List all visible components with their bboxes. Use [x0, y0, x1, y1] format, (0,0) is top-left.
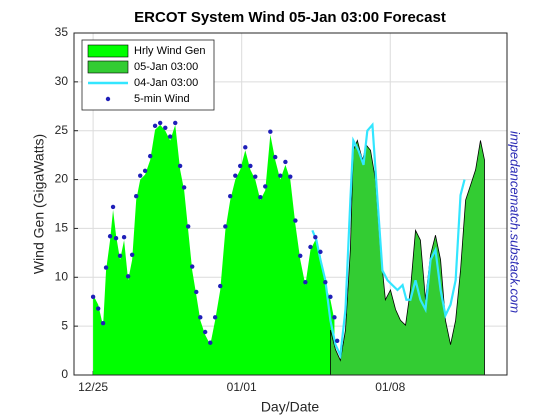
- dot: [167, 134, 173, 139]
- dot: [208, 340, 213, 345]
- dot: [313, 235, 318, 240]
- dot: [103, 265, 109, 270]
- dot: [152, 123, 158, 129]
- dot: [212, 315, 218, 320]
- axes-box: [73, 32, 508, 376]
- y-tick-label: 20: [55, 172, 69, 186]
- dot: [194, 289, 199, 295]
- dot: [248, 163, 253, 169]
- legend-swatch: [105, 96, 111, 102]
- dot: [185, 224, 191, 229]
- dot: [163, 125, 168, 130]
- dot: [288, 174, 293, 179]
- dot: [328, 294, 333, 300]
- dot: [157, 120, 163, 126]
- y-tick-label: 25: [55, 123, 69, 137]
- dot: [223, 224, 228, 229]
- y-tick-label: 15: [55, 221, 69, 235]
- dot: [323, 279, 328, 285]
- dot: [117, 253, 123, 258]
- dot: [181, 185, 187, 190]
- legend-label: 05-Jan 03:00: [134, 61, 198, 73]
- dot: [253, 174, 258, 179]
- chart-title: ERCOT System Wind 05-Jan 03:00 Forecast: [134, 9, 446, 26]
- dot: [268, 129, 273, 134]
- dot: [177, 163, 183, 169]
- annotation: impedancematch.substack.com: [508, 131, 523, 313]
- y-tick-label: 35: [55, 25, 69, 39]
- dot: [293, 218, 298, 223]
- dot: [110, 204, 116, 210]
- y-axis-label: Wind Gen (GigaWatts): [31, 134, 47, 274]
- x-tick-label: 01/01: [227, 380, 257, 394]
- dot: [243, 145, 248, 150]
- dot: [95, 306, 101, 311]
- dot: [303, 279, 308, 285]
- x-tick-label: 01/08: [375, 380, 405, 394]
- dot: [263, 184, 268, 189]
- y-tick-label: 10: [55, 269, 69, 283]
- dot: [107, 234, 113, 239]
- dot: [121, 235, 127, 240]
- dot: [318, 249, 323, 255]
- x-axis-label: Day/Date: [261, 399, 320, 415]
- dot: [273, 154, 278, 160]
- line: [311, 122, 466, 360]
- dot: [198, 315, 203, 320]
- dot: [233, 173, 238, 178]
- legend-swatch: [87, 44, 129, 58]
- dot: [334, 338, 340, 343]
- dot: [258, 194, 263, 200]
- legend-label: 04-Jan 03:00: [134, 77, 198, 89]
- dot: [142, 168, 148, 173]
- area: [93, 124, 335, 375]
- dot: [190, 264, 195, 269]
- dot: [100, 321, 106, 326]
- legend-label: 5-min Wind: [134, 93, 190, 105]
- dot: [125, 274, 131, 279]
- legend-label: Hrly Wind Gen: [134, 45, 206, 57]
- dot: [308, 244, 313, 250]
- dot: [237, 163, 243, 169]
- dot: [138, 173, 143, 178]
- dot: [133, 193, 139, 199]
- dot: [298, 253, 303, 258]
- dot: [147, 153, 153, 159]
- dot: [129, 252, 135, 258]
- y-tick-label: 0: [61, 367, 68, 381]
- dot: [218, 283, 223, 289]
- legend-swatch: [87, 60, 129, 74]
- dot: [173, 120, 178, 126]
- dot: [332, 315, 337, 320]
- y-tick-label: 30: [55, 74, 69, 88]
- dot: [278, 173, 283, 178]
- dot: [113, 236, 119, 241]
- dot: [283, 159, 288, 165]
- x-tick-label: 12/25: [78, 380, 108, 394]
- dot: [202, 329, 208, 335]
- dot: [228, 193, 233, 199]
- dot: [90, 294, 96, 300]
- y-tick-label: 5: [61, 318, 68, 332]
